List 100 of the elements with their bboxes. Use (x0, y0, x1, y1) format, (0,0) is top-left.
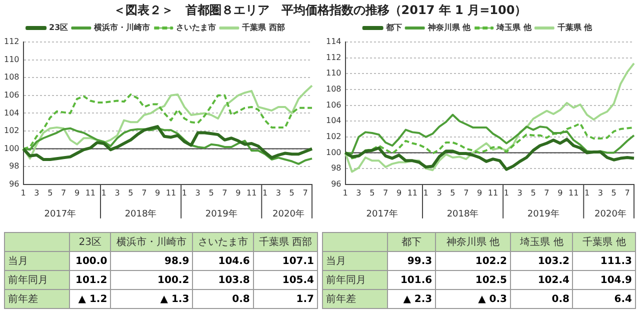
y-tick-label: 106 (326, 100, 342, 110)
x-tick-label: 5 (128, 188, 134, 198)
x-tick-label: 5 (208, 188, 214, 198)
text: 107.1 (282, 256, 314, 266)
text: ▲ 1.3 (160, 294, 190, 304)
text: 2018年 (446, 208, 479, 220)
category-label: 千葉県 西部 (253, 232, 318, 252)
x-tick-label: 7 (544, 188, 550, 198)
x-tick-label: 1 (101, 188, 106, 198)
text: 2020年 (594, 208, 626, 220)
y-tick-label: 110 (4, 54, 20, 64)
text: 111.3 (600, 256, 632, 266)
x-tick-label: 3 (517, 188, 522, 198)
text: 2017年 (366, 208, 398, 220)
x-tick-label: 9 (74, 188, 80, 198)
y-tick-label: 106 (4, 90, 20, 100)
text: 103.2 (538, 256, 570, 266)
text: 104.9 (600, 274, 632, 286)
category-label: 千葉県 他 (572, 232, 636, 252)
text: ▲ 1.2 (78, 294, 108, 304)
y-tick-label: 102 (326, 132, 342, 142)
chart-title: ＜図表２＞ 首都圏８エリア 平均価格指数の推移（2017 年 1 月=100） (112, 2, 528, 19)
text: 2020年 (272, 208, 304, 220)
x-tick-label: 1 (504, 188, 509, 198)
text: 6.4 (614, 294, 632, 304)
text: 0.8 (552, 294, 570, 304)
x-tick-label: 7 (142, 188, 147, 198)
x-tick-label: 1 (182, 188, 187, 198)
text: 101.2 (76, 274, 108, 286)
x-tick-label: 3 (356, 188, 362, 198)
text: ▲ 2.3 (403, 294, 432, 304)
y-tick-label: 96 (331, 179, 342, 188)
text: ▲ 0.3 (478, 294, 508, 304)
legend-label: 23区 (49, 23, 68, 32)
x-tick-label: 3 (598, 188, 603, 198)
category-label: 都下 (388, 232, 436, 252)
category-label: 23区 (70, 232, 111, 252)
category-label: 前年差 (8, 294, 38, 305)
category-label: 前年差 (326, 294, 356, 305)
x-tick-label: 9 (236, 188, 241, 198)
text: 99.3 (407, 256, 432, 266)
y-tick-label: 102 (4, 126, 20, 136)
category-label: 埼玉県 他 (510, 232, 573, 252)
x-tick-label: 5 (48, 188, 53, 198)
y-tick-label: 104 (4, 108, 20, 118)
x-tick-label: 1 (20, 188, 26, 198)
y-tick-label: 112 (326, 52, 342, 62)
x-tick-label: 7 (302, 188, 308, 198)
x-tick-label: 3 (114, 188, 120, 198)
y-tick-label: 98 (331, 164, 342, 173)
category-label: 当月 (326, 256, 346, 267)
category-label: 前年同月 (326, 275, 366, 286)
text: 101.6 (400, 274, 432, 286)
text: 100.2 (158, 274, 190, 286)
text: 105.4 (282, 274, 314, 286)
y-tick-label: 108 (326, 84, 342, 94)
x-tick-label: 9 (477, 188, 482, 198)
y-tick-label: 104 (326, 116, 342, 126)
x-tick-label: 9 (155, 188, 160, 198)
legend-label: 神奈川県 他 (426, 23, 472, 32)
x-tick-label: 1 (584, 188, 590, 198)
y-tick-label: 108 (4, 72, 20, 82)
x-tick-label: 7 (464, 188, 469, 198)
text: 2017年 (44, 208, 76, 220)
legend-label: 千葉県 他 (556, 23, 594, 32)
x-tick-label: 11 (166, 188, 176, 198)
x-tick-label: 1 (262, 188, 268, 198)
text: 2018年 (124, 208, 157, 220)
legend-label: さいたま市 (176, 22, 216, 32)
x-tick-label: 11 (246, 188, 257, 198)
text: 103.8 (218, 274, 250, 286)
category-label: 神奈川県 他 (436, 232, 511, 252)
category-label: 横浜市・川崎市 (110, 232, 193, 252)
x-tick-label: 3 (195, 188, 200, 198)
x-tick-label: 11 (85, 188, 96, 198)
y-tick-label: 96 (9, 179, 20, 188)
x-tick-label: 7 (61, 188, 66, 198)
y-tick-label: 100 (4, 144, 20, 153)
y-tick-label: 110 (326, 68, 342, 78)
line-series (22, 94, 313, 150)
x-tick-label: 5 (530, 188, 536, 198)
x-tick-label: 3 (276, 188, 281, 198)
legend-label: 都下 (384, 23, 402, 32)
x-tick-label: 7 (624, 188, 630, 198)
text: 1.7 (296, 294, 314, 304)
x-tick-label: 1 (342, 188, 348, 198)
text: 102.5 (475, 274, 508, 286)
category-label: 当月 (8, 256, 28, 267)
text: 104.6 (218, 256, 250, 266)
x-tick-label: 5 (370, 188, 375, 198)
x-tick-label: 7 (383, 188, 388, 198)
x-tick-label: 3 (34, 188, 40, 198)
x-tick-label: 11 (568, 188, 579, 198)
x-tick-label: 7 (222, 188, 228, 198)
x-tick-label: 5 (450, 188, 456, 198)
legend-label: 横浜市・川崎市 (93, 22, 150, 32)
text: 102.2 (475, 256, 508, 266)
legend-label: 千葉県 西部 (241, 23, 285, 32)
text: 102.4 (538, 274, 570, 286)
text: 100.0 (76, 256, 108, 266)
